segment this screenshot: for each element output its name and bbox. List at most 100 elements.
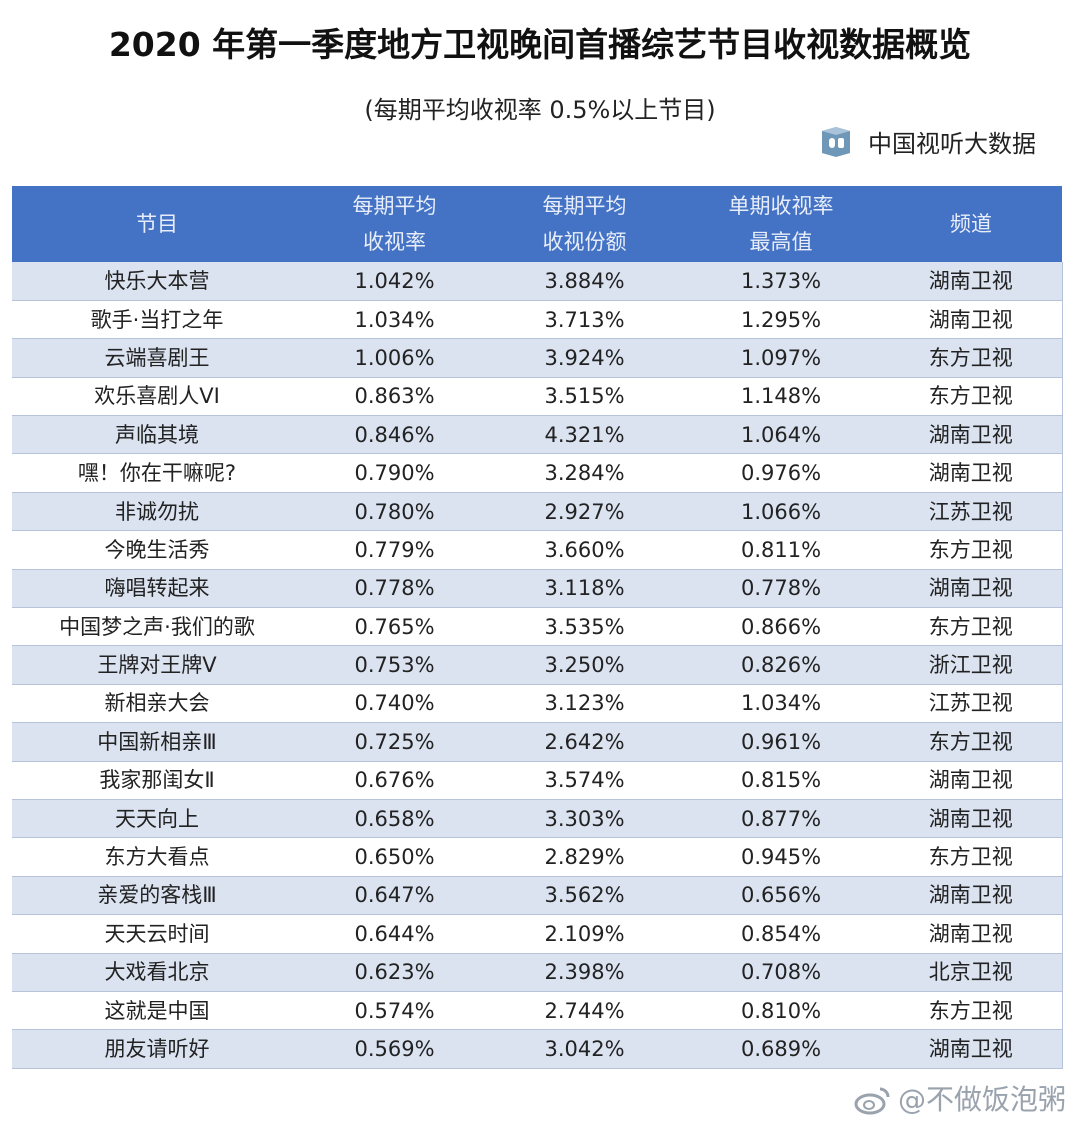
avg-share-cell: 3.515% — [487, 377, 682, 417]
column-header: 每期平均 收视份额 — [487, 186, 682, 262]
channel-cell: 江苏卫视 — [880, 684, 1063, 724]
table-row: 新相亲大会 0.740% 3.123% 1.034% 江苏卫视 — [12, 684, 1063, 724]
table-row: 我家那闺女Ⅱ 0.676% 3.574% 0.815% 湖南卫视 — [12, 761, 1063, 800]
column-header: 节目 — [12, 186, 302, 262]
avg-share-cell: 2.927% — [487, 492, 682, 532]
brand-logo-icon — [822, 126, 850, 157]
program-cell: 欢乐喜剧人VI — [12, 377, 302, 417]
avg-share-cell: 3.123% — [487, 684, 682, 724]
peak-rating-cell: 0.826% — [682, 645, 880, 685]
column-header: 频道 — [880, 186, 1062, 262]
program-cell: 天天云时间 — [12, 914, 302, 954]
table-row: 嗨唱转起来 0.778% 3.118% 0.778% 湖南卫视 — [12, 569, 1063, 609]
avg-rating-cell: 0.650% — [302, 837, 487, 877]
column-header-line: 每期平均 — [352, 194, 437, 218]
avg-share-cell: 2.109% — [487, 914, 682, 954]
avg-rating-cell: 0.574% — [302, 991, 487, 1031]
channel-cell: 湖南卫视 — [880, 914, 1063, 954]
channel-cell: 湖南卫视 — [880, 1029, 1063, 1069]
column-header-line: 节目 — [136, 212, 178, 236]
avg-share-cell: 4.321% — [487, 415, 682, 455]
table-row: 快乐大本营 1.042% 3.884% 1.373% 湖南卫视 — [12, 262, 1063, 301]
column-header-line: 频道 — [950, 212, 992, 236]
peak-rating-cell: 0.866% — [682, 607, 880, 647]
peak-rating-cell: 0.778% — [682, 569, 880, 609]
channel-cell: 湖南卫视 — [880, 300, 1063, 340]
peak-rating-cell: 1.064% — [682, 415, 880, 455]
channel-cell: 东方卫视 — [880, 607, 1063, 647]
column-header-line: 每期平均 — [542, 194, 627, 218]
avg-rating-cell: 0.753% — [302, 645, 487, 685]
avg-rating-cell: 0.846% — [302, 415, 487, 455]
avg-rating-cell: 0.780% — [302, 492, 487, 532]
table-row: 亲爱的客栈Ⅲ 0.647% 3.562% 0.656% 湖南卫视 — [12, 876, 1063, 916]
avg-share-cell: 3.250% — [487, 645, 682, 685]
avg-share-cell: 3.924% — [487, 338, 682, 378]
watermark: @不做饭泡粥 — [854, 1080, 1066, 1120]
avg-rating-cell: 0.725% — [302, 722, 487, 762]
channel-cell: 湖南卫视 — [880, 876, 1063, 916]
channel-cell: 湖南卫视 — [880, 569, 1063, 609]
avg-share-cell: 2.829% — [487, 837, 682, 877]
channel-cell: 东方卫视 — [880, 530, 1063, 570]
channel-cell: 东方卫视 — [880, 722, 1063, 762]
avg-rating-cell: 0.778% — [302, 569, 487, 609]
avg-rating-cell: 1.034% — [302, 300, 487, 340]
program-cell: 新相亲大会 — [12, 684, 302, 724]
table-row: 东方大看点 0.650% 2.829% 0.945% 东方卫视 — [12, 837, 1063, 877]
brand-name: 中国视听大数据 — [868, 130, 1036, 158]
channel-cell: 湖南卫视 — [880, 761, 1063, 800]
column-header-line: 最高值 — [749, 230, 813, 254]
table-row: 中国新相亲Ⅲ 0.725% 2.642% 0.961% 东方卫视 — [12, 722, 1063, 762]
avg-share-cell: 2.744% — [487, 991, 682, 1031]
peak-rating-cell: 1.148% — [682, 377, 880, 417]
peak-rating-cell: 1.295% — [682, 300, 880, 340]
table-row: 声临其境 0.846% 4.321% 1.064% 湖南卫视 — [12, 415, 1063, 455]
table-header-row: 节目 每期平均 收视率 每期平均 收视份额 单期收视率 最高值 频道 — [12, 186, 1062, 262]
peak-rating-cell: 1.373% — [682, 262, 880, 301]
avg-share-cell: 3.303% — [487, 799, 682, 839]
avg-share-cell: 3.042% — [487, 1029, 682, 1069]
peak-rating-cell: 0.976% — [682, 453, 880, 493]
table-row: 天天向上 0.658% 3.303% 0.877% 湖南卫视 — [12, 799, 1063, 839]
program-cell: 嘿！你在干嘛呢? — [12, 453, 302, 493]
table-row: 朋友请听好 0.569% 3.042% 0.689% 湖南卫视 — [12, 1029, 1063, 1069]
avg-rating-cell: 0.863% — [302, 377, 487, 417]
avg-share-cell: 3.660% — [487, 530, 682, 570]
table-row: 今晚生活秀 0.779% 3.660% 0.811% 东方卫视 — [12, 530, 1063, 570]
avg-rating-cell: 0.790% — [302, 453, 487, 493]
peak-rating-cell: 0.811% — [682, 530, 880, 570]
channel-cell: 东方卫视 — [880, 338, 1063, 378]
channel-cell: 东方卫视 — [880, 991, 1063, 1031]
program-cell: 朋友请听好 — [12, 1029, 302, 1069]
avg-rating-cell: 1.042% — [302, 262, 487, 301]
page-title: 2020 年第一季度地方卫视晚间首播综艺节目收视数据概览 — [108, 25, 972, 64]
peak-rating-cell: 0.815% — [682, 761, 880, 800]
column-header: 单期收视率 最高值 — [682, 186, 880, 262]
avg-rating-cell: 0.658% — [302, 799, 487, 839]
avg-share-cell: 3.284% — [487, 453, 682, 493]
column-header-line: 单期收视率 — [728, 194, 834, 218]
peak-rating-cell: 1.034% — [682, 684, 880, 724]
program-cell: 云端喜剧王 — [12, 338, 302, 378]
peak-rating-cell: 0.961% — [682, 722, 880, 762]
peak-rating-cell: 0.854% — [682, 914, 880, 954]
column-header: 每期平均 收视率 — [302, 186, 487, 262]
weibo-icon — [854, 1087, 890, 1115]
channel-cell: 北京卫视 — [880, 953, 1063, 992]
ratings-table: 节目 每期平均 收视率 每期平均 收视份额 单期收视率 最高值 频道 快乐大本营 1.042% 3… — [12, 186, 1063, 1069]
table-row: 歌手·当打之年 1.034% 3.713% 1.295% 湖南卫视 — [12, 300, 1063, 340]
program-cell: 中国梦之声·我们的歌 — [12, 607, 302, 647]
channel-cell: 江苏卫视 — [880, 492, 1063, 532]
table-row: 云端喜剧王 1.006% 3.924% 1.097% 东方卫视 — [12, 338, 1063, 378]
program-cell: 中国新相亲Ⅲ — [12, 722, 302, 762]
avg-rating-cell: 0.779% — [302, 530, 487, 570]
peak-rating-cell: 0.689% — [682, 1029, 880, 1069]
table-row: 这就是中国 0.574% 2.744% 0.810% 东方卫视 — [12, 991, 1063, 1031]
channel-cell: 东方卫视 — [880, 377, 1063, 417]
peak-rating-cell: 0.877% — [682, 799, 880, 839]
avg-share-cell: 3.535% — [487, 607, 682, 647]
column-header-line: 收视份额 — [542, 230, 627, 254]
table-row: 大戏看北京 0.623% 2.398% 0.708% 北京卫视 — [12, 953, 1063, 992]
program-cell: 快乐大本营 — [12, 262, 302, 301]
